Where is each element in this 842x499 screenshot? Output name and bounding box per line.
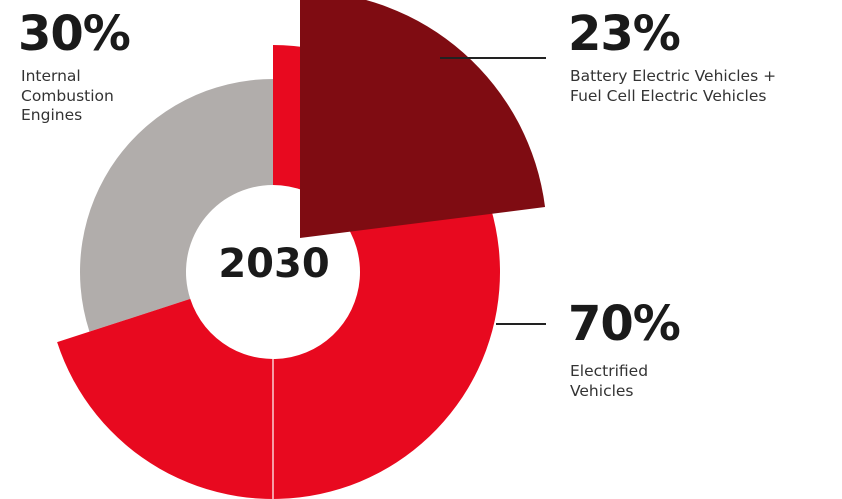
label-line: Vehicles: [570, 381, 634, 400]
slice-internal-combustion-engines: [79, 79, 273, 332]
percent-label-electrified: 70%: [568, 296, 681, 352]
percent-label-internal-combustion: 30%: [18, 6, 131, 62]
label-line: Battery Electric Vehicles +: [570, 67, 777, 85]
label-internal-combustion: Internal Combustion Engines: [21, 67, 114, 126]
label-line: Electrified: [570, 362, 649, 380]
percent-label-bev-fcev: 23%: [568, 6, 681, 62]
label-line: Internal: [21, 67, 81, 85]
label-line: Combustion: [21, 86, 114, 105]
label-line: Fuel Cell Electric Vehicles: [570, 86, 767, 105]
label-bev-fcev: Battery Electric Vehicles + Fuel Cell El…: [570, 67, 776, 106]
slice-bev-fcev: [300, 0, 546, 238]
label-line: Engines: [21, 106, 83, 124]
center-year-label: 2030: [218, 241, 330, 287]
label-electrified: Electrified Vehicles: [570, 362, 648, 401]
